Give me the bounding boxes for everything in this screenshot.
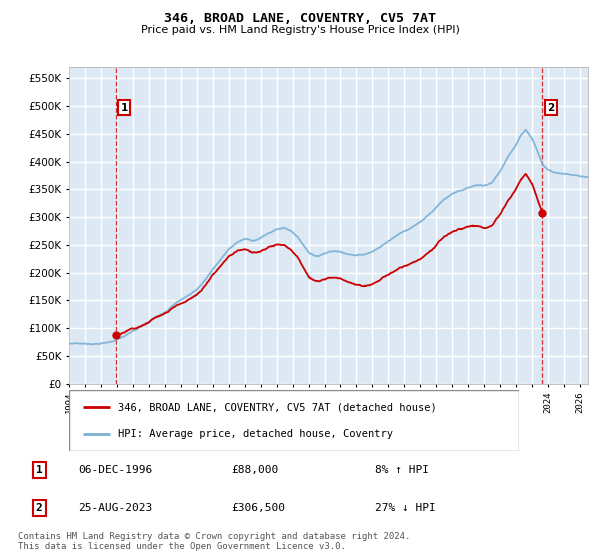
Text: £306,500: £306,500 <box>231 503 285 513</box>
Text: 8% ↑ HPI: 8% ↑ HPI <box>375 465 429 475</box>
Text: 346, BROAD LANE, COVENTRY, CV5 7AT (detached house): 346, BROAD LANE, COVENTRY, CV5 7AT (deta… <box>119 402 437 412</box>
FancyBboxPatch shape <box>69 390 519 451</box>
Text: £88,000: £88,000 <box>231 465 278 475</box>
Text: HPI: Average price, detached house, Coventry: HPI: Average price, detached house, Cove… <box>119 429 394 439</box>
Text: 2: 2 <box>35 503 43 513</box>
Text: Price paid vs. HM Land Registry's House Price Index (HPI): Price paid vs. HM Land Registry's House … <box>140 25 460 35</box>
Text: 2: 2 <box>547 102 554 113</box>
Text: 27% ↓ HPI: 27% ↓ HPI <box>375 503 436 513</box>
Text: 346, BROAD LANE, COVENTRY, CV5 7AT: 346, BROAD LANE, COVENTRY, CV5 7AT <box>164 12 436 25</box>
Text: Contains HM Land Registry data © Crown copyright and database right 2024.
This d: Contains HM Land Registry data © Crown c… <box>18 531 410 551</box>
Text: 1: 1 <box>35 465 43 475</box>
Text: 25-AUG-2023: 25-AUG-2023 <box>78 503 152 513</box>
Text: 1: 1 <box>121 102 128 113</box>
Text: 06-DEC-1996: 06-DEC-1996 <box>78 465 152 475</box>
